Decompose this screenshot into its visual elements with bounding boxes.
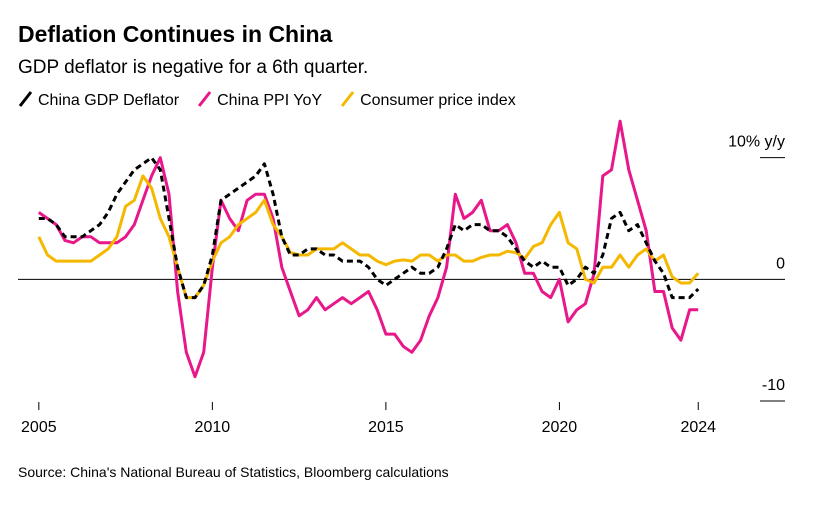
legend-label: China PPI YoY (217, 92, 322, 109)
legend-swatch (340, 91, 355, 107)
x-tick-label: 2024 (680, 419, 716, 436)
chart-title: Deflation Continues in China (18, 21, 333, 47)
y-tick-label: 0 (776, 255, 785, 272)
x-tick-label: 2020 (542, 419, 578, 436)
legend-swatch (197, 91, 212, 107)
x-tick-label: 2010 (195, 419, 231, 436)
x-tick-label: 2005 (21, 419, 57, 436)
legend-label: Consumer price index (360, 92, 516, 109)
source: Source: China's National Bureau of Stati… (18, 464, 449, 480)
series-line (38, 156, 700, 300)
series-line (37, 174, 700, 300)
x-tick-label: 2015 (368, 419, 404, 436)
series-line (37, 119, 699, 379)
y-tick-label: 10% y/y (728, 134, 785, 151)
y-tick-label: -10 (762, 377, 785, 394)
legend-swatch (18, 91, 33, 107)
legend-label: China GDP Deflator (38, 92, 180, 109)
chart-subtitle: GDP deflator is negative for a 6th quart… (18, 57, 368, 78)
